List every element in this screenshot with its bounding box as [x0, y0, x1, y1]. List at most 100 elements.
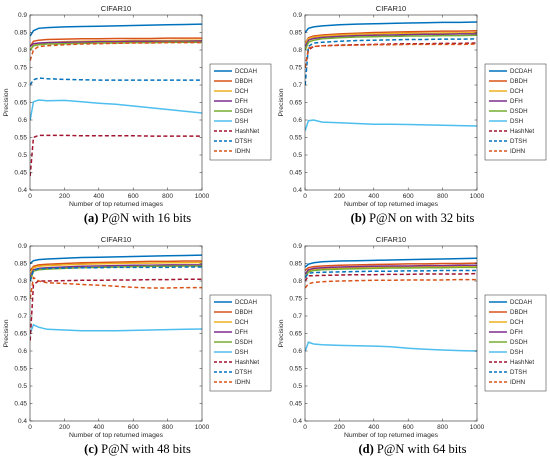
legend-label-dsh: DSH [510, 118, 523, 125]
y-tick-label: 0.8 [293, 47, 302, 54]
y-tick-label: 0.65 [14, 100, 27, 107]
y-tick-label: 0.85 [289, 30, 302, 37]
series-line-dtsh [305, 38, 477, 86]
x-tick-label: 0 [28, 424, 32, 431]
legend-label-dfh: DFH [235, 329, 248, 336]
x-tick-label: 400 [368, 424, 379, 431]
chart-b: CIFAR10 0 200 400 600 800 1000 0.4 0.45 0.5 0.55 0.… [278, 4, 547, 208]
y-tick-label: 0.75 [14, 296, 27, 303]
y-axis-label: Precision [3, 88, 10, 116]
caption-d-letter: (d) [358, 442, 374, 456]
legend-label-dsh: DSH [235, 118, 248, 125]
caption-d: (d) P@N with 64 bits [275, 442, 550, 457]
caption-c: (c) P@N with 48 bits [0, 442, 275, 457]
y-axis-label: Precision [3, 319, 10, 347]
legend-label-hashnet: HashNet [510, 359, 534, 366]
legend-label-idhn: IDHN [510, 148, 525, 155]
legend-label-dsdh: DSDH [510, 108, 528, 115]
y-tick-label: 0.75 [14, 65, 27, 72]
y-tick-label: 0.4 [18, 418, 27, 425]
legend-label-dbdh: DBDH [235, 309, 253, 316]
x-tick-label: 400 [93, 424, 104, 431]
chart-title: CIFAR10 [376, 4, 406, 13]
x-tick-label: 600 [403, 424, 414, 431]
series-line-dch [30, 261, 202, 275]
caption-d-text: P@N with 64 bits [376, 442, 467, 456]
x-tick-label: 0 [303, 424, 307, 431]
y-tick-label: 0.65 [289, 331, 302, 338]
series-line-dfh [305, 264, 477, 275]
series-line-dfh [30, 40, 202, 48]
x-tick-label: 1000 [470, 424, 485, 431]
y-axis-label: Precision [278, 319, 285, 347]
y-tick-label: 0.5 [293, 152, 302, 159]
series-line-dch [305, 31, 477, 44]
y-tick-label: 0.85 [289, 261, 302, 268]
y-tick-label: 0.55 [14, 135, 27, 142]
y-tick-label: 0.9 [293, 243, 302, 250]
legend-label-dsh: DSH [235, 349, 248, 356]
legend-label-hashnet: HashNet [235, 128, 259, 135]
y-tick-label: 0.9 [18, 12, 27, 19]
legend-label-hashnet: HashNet [510, 128, 534, 135]
y-tick-label: 0.65 [14, 331, 27, 338]
chart-title: CIFAR10 [101, 235, 131, 244]
y-tick-label: 0.75 [289, 65, 302, 72]
y-tick-label: 0.6 [18, 348, 27, 355]
x-tick-label: 800 [437, 424, 448, 431]
caption-c-text: P@N with 48 bits [101, 442, 191, 456]
legend-label-dfh: DFH [235, 98, 248, 105]
series-group [30, 23, 202, 177]
legend-label-dsh: DSH [510, 349, 523, 356]
legend-label-dcdah: DCDAH [235, 68, 257, 75]
series-line-dsh [30, 323, 202, 334]
series-line-dcdah [305, 21, 477, 33]
series-group [305, 257, 477, 352]
x-axis-label: Number of top returned images [69, 432, 164, 439]
legend-label-dtsh: DTSH [235, 369, 252, 376]
series-line-dfh [305, 33, 477, 47]
panel-b: CIFAR10 0 200 400 600 800 1000 0.4 0.45 0.5 0.55 0.… [275, 0, 550, 231]
legend-box [484, 63, 547, 161]
y-tick-label: 0.6 [293, 348, 302, 355]
legend-label-idhn: IDHN [235, 148, 250, 155]
y-tick-label: 0.65 [289, 100, 302, 107]
y-tick-label: 0.85 [14, 30, 27, 37]
caption-a-text: P@N with 16 bits [101, 211, 192, 225]
x-tick-label: 1000 [195, 193, 210, 200]
legend-label-dbdh: DBDH [510, 78, 528, 85]
chart-a: CIFAR10 0 200 400 600 800 1000 0.4 0.45 0.5 0.55 0.… [3, 4, 272, 208]
series-line-dbdh [30, 260, 202, 271]
y-tick-label: 0.6 [293, 117, 302, 124]
series-line-dsh [30, 99, 202, 121]
y-tick-label: 0.55 [289, 135, 302, 142]
y-axis-label: Precision [278, 88, 285, 116]
y-tick-label: 0.85 [14, 261, 27, 268]
x-tick-label: 600 [128, 193, 139, 200]
legend-label-hashnet: HashNet [235, 359, 259, 366]
y-tick-label: 0.5 [18, 383, 27, 390]
legend-label-idhn: IDHN [235, 379, 250, 386]
legend-label-dsdh: DSDH [235, 108, 253, 115]
panel-d: CIFAR10 0 200 400 600 800 1000 0.4 0.45 0.5 0.55 0.… [275, 231, 550, 462]
series-line-idhn [305, 278, 477, 289]
y-tick-label: 0.8 [18, 278, 27, 285]
y-tick-label: 0.9 [18, 243, 27, 250]
x-tick-label: 800 [162, 424, 173, 431]
legend-label-dcdah: DCDAH [510, 299, 532, 306]
series-line-dcdah [30, 254, 202, 265]
x-tick-label: 200 [334, 193, 345, 200]
y-tick-label: 0.5 [293, 383, 302, 390]
y-tick-label: 0.55 [14, 366, 27, 373]
series-line-dbdh [305, 30, 477, 44]
legend-label-dtsh: DTSH [510, 369, 527, 376]
legend-label-dfh: DFH [510, 98, 523, 105]
series-line-dcdah [30, 23, 202, 37]
legend-label-idhn: IDHN [510, 379, 525, 386]
x-axis-label: Number of top returned images [69, 201, 164, 208]
x-tick-label: 200 [59, 424, 70, 431]
legend-label-dsdh: DSDH [235, 339, 253, 346]
series-line-idhn [30, 276, 202, 299]
legend-box [209, 63, 272, 161]
